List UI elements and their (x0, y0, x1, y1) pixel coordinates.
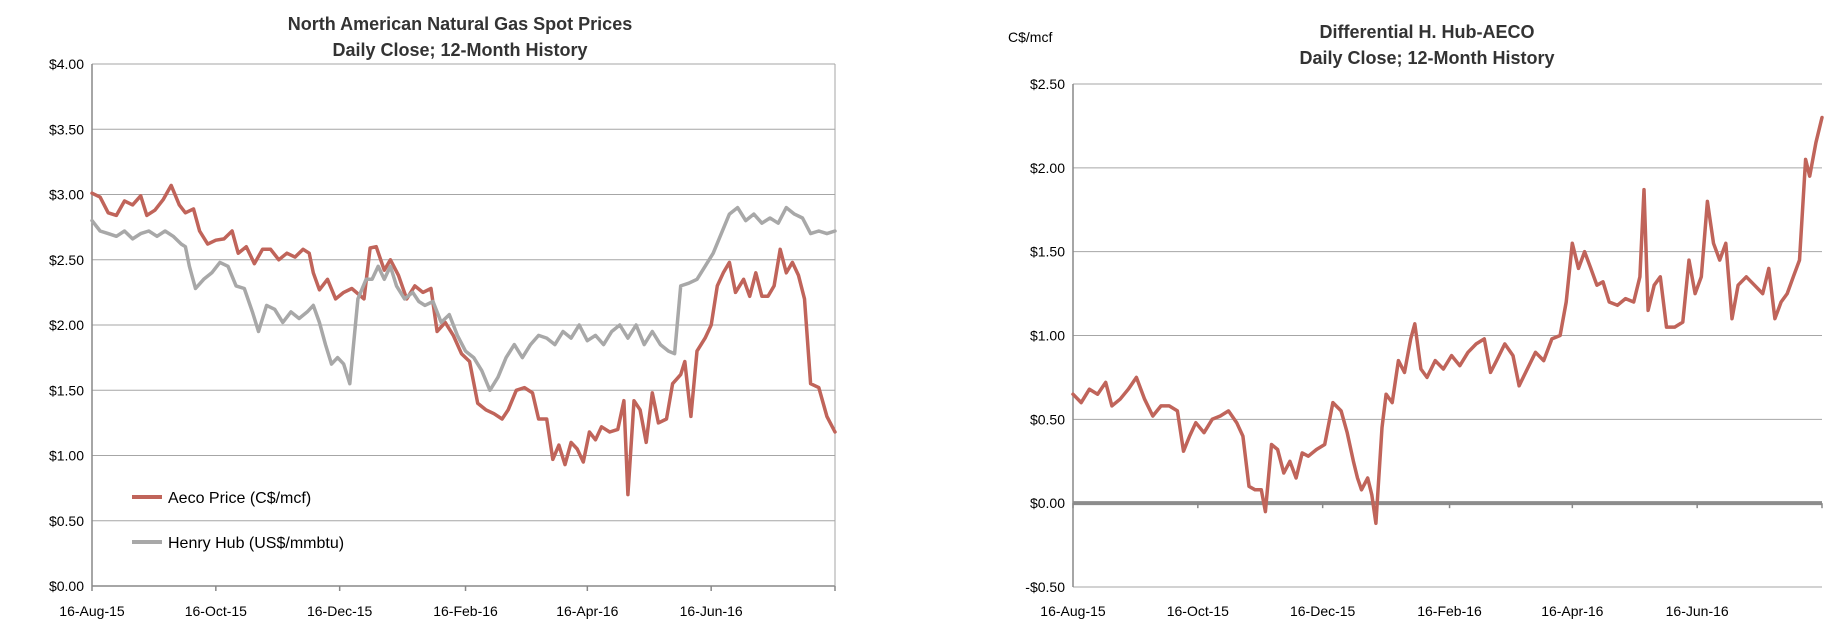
x-tick-label: 16-Jun-16 (1666, 603, 1729, 619)
chart-title-line1: North American Natural Gas Spot Prices (288, 14, 632, 34)
y-tick-label: $4.00 (49, 56, 84, 72)
legend-label-aeco: Aeco Price (C$/mcf) (168, 490, 311, 507)
x-tick-label: 16-Feb-16 (1417, 603, 1482, 619)
y-tick-label: $1.00 (1030, 328, 1065, 344)
series-line-1 (90, 205, 837, 393)
y-tick-label: $0.50 (49, 513, 84, 529)
x-tick-label: 16-Dec-15 (307, 603, 373, 619)
y-tick-label: $2.00 (1030, 160, 1065, 176)
spot-prices-chart: North American Natural Gas Spot Prices D… (49, 14, 837, 619)
series-lines (1071, 115, 1824, 526)
x-tick-label: 16-Jun-16 (680, 603, 743, 619)
differential-chart: C$/mcf Differential H. Hub-AECO Daily Cl… (1008, 22, 1824, 619)
x-tick-label: 16-Apr-16 (556, 603, 618, 619)
y-axis-ticks: $0.00 $0.50 $1.00 $1.50 $2.00 $2.50 $3.00 $3.50… (49, 56, 84, 594)
x-axis-ticks: 16-Aug-15 16-Oct-15 16-Dec-15 16-Feb-16 16-A… (59, 586, 836, 619)
x-tick-label: 16-Oct-15 (185, 603, 247, 619)
y-tick-label: $3.00 (49, 187, 84, 203)
y-axis-label: C$/mcf (1008, 29, 1052, 45)
gridlines (1072, 83, 1822, 588)
chart-title-line2: Daily Close; 12-Month History (1299, 48, 1554, 68)
x-axis-ticks: 16-Aug-15 16-Oct-15 16-Dec-15 16-Feb-16 16-A… (1040, 503, 1823, 619)
legend: Aeco Price (C$/mcf) Henry Hub (US$/mmbtu… (132, 490, 344, 552)
chart-title-line2: Daily Close; 12-Month History (332, 40, 587, 60)
y-tick-label: $0.00 (1030, 495, 1065, 511)
y-tick-label: $1.50 (1030, 244, 1065, 260)
chart-title-line1: Differential H. Hub-AECO (1319, 22, 1534, 42)
series-lines (90, 183, 837, 497)
y-tick-label: $1.50 (49, 382, 84, 398)
y-tick-label: $1.00 (49, 448, 84, 464)
legend-label-henry-hub: Henry Hub (US$/mmbtu) (168, 535, 344, 552)
y-tick-label: $0.50 (1030, 411, 1065, 427)
gridlines (91, 63, 836, 587)
y-axis-ticks: -$0.50 $0.00 $0.50 $1.00 $1.50 $2.00 $2.50 (1025, 76, 1065, 595)
y-tick-label: $2.50 (49, 252, 84, 268)
y-tick-label: -$0.50 (1025, 579, 1065, 595)
x-tick-label: 16-Oct-15 (1167, 603, 1229, 619)
x-tick-label: 16-Dec-15 (1290, 603, 1356, 619)
y-tick-label: $2.50 (1030, 76, 1065, 92)
y-tick-label: $3.50 (49, 121, 84, 137)
x-tick-label: 16-Aug-15 (59, 603, 125, 619)
y-tick-label: $0.00 (49, 578, 84, 594)
series-line-0 (1071, 115, 1824, 526)
x-tick-label: 16-Feb-16 (433, 603, 498, 619)
x-tick-label: 16-Aug-15 (1040, 603, 1106, 619)
x-tick-label: 16-Apr-16 (1541, 603, 1603, 619)
series-line-0 (90, 183, 837, 497)
y-tick-label: $2.00 (49, 317, 84, 333)
